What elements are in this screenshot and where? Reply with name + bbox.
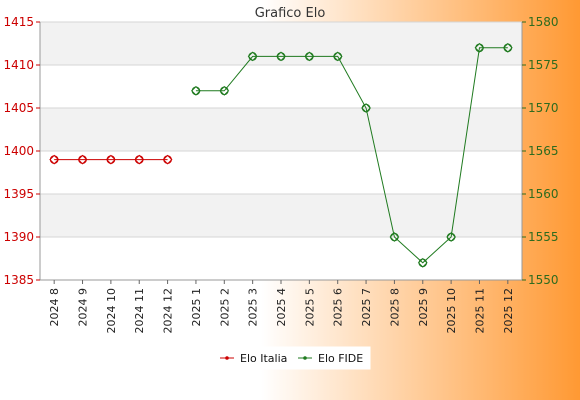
x-tick-label: 2025 10 bbox=[445, 288, 458, 334]
x-tick-label: 2024 10 bbox=[105, 288, 118, 334]
data-point-ring-elo-fide bbox=[305, 52, 314, 61]
x-tick-label: 2025 9 bbox=[417, 288, 430, 327]
data-point-ring-elo-fide bbox=[418, 258, 428, 268]
plot-band bbox=[40, 194, 522, 237]
y-right-tick-label: 1565 bbox=[528, 144, 559, 158]
x-tick-label: 2025 8 bbox=[388, 288, 401, 327]
x-tick-label: 2025 3 bbox=[247, 288, 260, 327]
x-tick-label: 2025 6 bbox=[332, 288, 345, 327]
x-tick-label: 2024 8 bbox=[48, 288, 61, 327]
y-right-tick-label: 1570 bbox=[528, 101, 559, 115]
x-tick-label: 2025 11 bbox=[473, 288, 486, 334]
data-point-ring-elo-fide bbox=[276, 52, 286, 61]
data-point-ring-elo-fide bbox=[390, 232, 399, 242]
data-point-ring-elo-fide bbox=[361, 103, 371, 113]
x-tick-label: 2024 12 bbox=[162, 288, 175, 334]
data-point-ring-elo-italia bbox=[78, 155, 87, 164]
x-tick-label: 2024 9 bbox=[77, 288, 90, 327]
y-right-tick-label: 1560 bbox=[528, 187, 559, 201]
legend-box bbox=[209, 346, 371, 370]
data-point-ring-elo-fide bbox=[219, 86, 229, 96]
series-line-elo-fide bbox=[195, 47, 508, 264]
legend-marker-elo-fide bbox=[303, 356, 307, 360]
plot-band bbox=[40, 108, 522, 151]
data-point-ring-elo-fide bbox=[248, 52, 257, 61]
x-tick-label: 2025 2 bbox=[218, 288, 231, 327]
legend-label-elo-italia: Elo Italia bbox=[240, 352, 287, 365]
chart-title: Grafico Elo bbox=[255, 6, 326, 21]
y-left-tick-label: 1395 bbox=[3, 187, 34, 201]
plot-band bbox=[40, 22, 522, 65]
y-left-tick-label: 1405 bbox=[3, 101, 34, 115]
legend-label-elo-fide: Elo FIDE bbox=[318, 352, 363, 365]
x-tick-label: 2024 11 bbox=[133, 288, 146, 334]
y-left-tick-label: 1400 bbox=[3, 144, 34, 158]
y-right-tick-label: 1550 bbox=[528, 273, 559, 287]
x-tick-label: 2025 12 bbox=[502, 288, 515, 334]
x-tick-label: 2025 5 bbox=[303, 288, 316, 327]
y-left-tick-label: 1415 bbox=[3, 15, 34, 29]
y-right-tick-label: 1575 bbox=[528, 58, 559, 72]
legend: Elo Italia Elo FIDE bbox=[209, 346, 371, 370]
data-point-ring-elo-italia bbox=[163, 155, 172, 164]
data-point-ring-elo-fide bbox=[446, 232, 456, 242]
y-right-tick-label: 1580 bbox=[528, 15, 559, 29]
y-left-tick-label: 1390 bbox=[3, 230, 34, 244]
legend-marker-elo-italia bbox=[225, 356, 229, 360]
x-tick-label: 2025 1 bbox=[190, 288, 203, 327]
data-point-ring-elo-italia bbox=[49, 155, 59, 164]
x-tick-label: 2025 4 bbox=[275, 288, 288, 327]
plot-area: 1385 1390 1395 1400 1405 1410 1415 1550 1555 1560… bbox=[3, 15, 558, 334]
y-left-tick-label: 1385 bbox=[3, 273, 34, 287]
data-point-ring-elo-fide bbox=[503, 43, 513, 53]
data-point-ring-elo-italia bbox=[134, 155, 144, 164]
data-point-ring-elo-italia bbox=[106, 155, 116, 164]
y-right-tick-label: 1555 bbox=[528, 230, 559, 244]
y-left-tick-label: 1410 bbox=[3, 58, 34, 72]
data-point-ring-elo-fide bbox=[333, 52, 343, 61]
x-tick-label: 2025 7 bbox=[360, 288, 373, 327]
data-point-ring-elo-fide bbox=[475, 43, 484, 53]
data-point-ring-elo-fide bbox=[191, 86, 201, 96]
